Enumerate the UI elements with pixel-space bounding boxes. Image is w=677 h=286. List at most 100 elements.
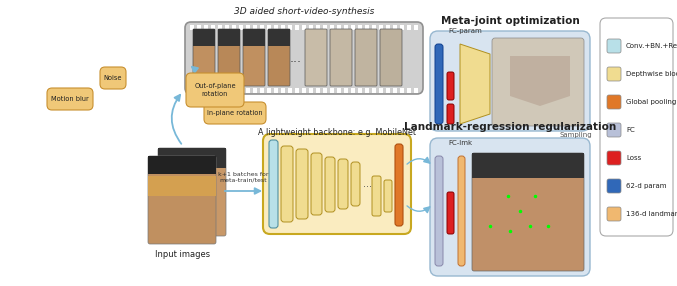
Bar (288, 88, 292, 93)
Bar (281, 88, 285, 93)
Bar (253, 88, 257, 93)
FancyBboxPatch shape (380, 29, 402, 86)
Text: Sampling: Sampling (559, 132, 592, 138)
Bar (358, 88, 362, 93)
FancyBboxPatch shape (472, 153, 584, 271)
Bar (316, 88, 320, 93)
FancyBboxPatch shape (268, 29, 290, 86)
Bar (337, 25, 341, 30)
Bar (281, 25, 285, 30)
FancyBboxPatch shape (430, 31, 590, 131)
Bar (197, 25, 201, 30)
Bar (239, 88, 243, 93)
Bar (407, 25, 411, 30)
Bar (351, 88, 355, 93)
Bar (232, 25, 236, 30)
Bar (337, 88, 341, 93)
FancyBboxPatch shape (351, 162, 360, 206)
FancyBboxPatch shape (305, 29, 327, 86)
Bar (190, 25, 194, 30)
Bar (158, 148, 226, 168)
Text: A lightweight backbone: e.g. MobileNet: A lightweight backbone: e.g. MobileNet (258, 128, 416, 137)
Bar (344, 25, 348, 30)
FancyBboxPatch shape (430, 138, 590, 276)
Bar (400, 25, 404, 30)
FancyBboxPatch shape (193, 29, 215, 86)
Bar (218, 88, 222, 93)
Bar (295, 25, 299, 30)
Bar (268, 29, 290, 46)
Bar (351, 25, 355, 30)
Bar (239, 25, 243, 30)
Text: In-plane rotation: In-plane rotation (207, 110, 263, 116)
Bar (260, 25, 264, 30)
FancyBboxPatch shape (447, 104, 454, 124)
FancyBboxPatch shape (100, 67, 126, 89)
Text: k+1 batches for
meta-train/test: k+1 batches for meta-train/test (218, 172, 268, 183)
Bar (344, 88, 348, 93)
FancyBboxPatch shape (458, 156, 465, 266)
Bar (204, 88, 208, 93)
Bar (309, 25, 313, 30)
FancyBboxPatch shape (330, 29, 352, 86)
Bar (400, 88, 404, 93)
Bar (218, 25, 222, 30)
FancyBboxPatch shape (148, 156, 216, 244)
Bar (330, 25, 334, 30)
Bar (414, 25, 418, 30)
Text: ...: ... (362, 179, 372, 189)
FancyBboxPatch shape (607, 207, 621, 221)
Bar (253, 25, 257, 30)
Text: FC-param: FC-param (448, 28, 482, 34)
Bar (243, 29, 265, 46)
Bar (232, 88, 236, 93)
FancyBboxPatch shape (281, 146, 293, 222)
Bar (365, 88, 369, 93)
Bar (225, 25, 229, 30)
Text: Motion blur: Motion blur (51, 96, 89, 102)
FancyBboxPatch shape (607, 67, 621, 81)
Polygon shape (510, 56, 570, 106)
Bar (267, 88, 271, 93)
FancyBboxPatch shape (296, 149, 308, 219)
Text: Global pooling: Global pooling (626, 99, 676, 105)
FancyBboxPatch shape (186, 73, 244, 107)
Bar (358, 25, 362, 30)
Bar (274, 25, 278, 30)
Bar (407, 88, 411, 93)
Bar (225, 88, 229, 93)
Bar (211, 25, 215, 30)
FancyBboxPatch shape (325, 157, 335, 212)
Bar (323, 25, 327, 30)
Text: Landmark-regression regularization: Landmark-regression regularization (404, 122, 616, 132)
Bar (190, 88, 194, 93)
FancyBboxPatch shape (185, 22, 423, 94)
Bar (260, 88, 264, 93)
FancyBboxPatch shape (269, 140, 278, 228)
FancyBboxPatch shape (607, 151, 621, 165)
Bar (302, 25, 306, 30)
Bar (386, 88, 390, 93)
Text: Depthwise block: Depthwise block (626, 71, 677, 77)
Bar (288, 25, 292, 30)
FancyBboxPatch shape (338, 159, 348, 209)
FancyBboxPatch shape (204, 102, 266, 124)
FancyBboxPatch shape (435, 44, 443, 124)
Text: Meta-joint optimization: Meta-joint optimization (441, 16, 580, 26)
FancyBboxPatch shape (600, 18, 673, 236)
Bar (414, 88, 418, 93)
Bar (386, 25, 390, 30)
Text: 62-d param: 62-d param (626, 183, 666, 189)
FancyBboxPatch shape (607, 123, 621, 137)
FancyBboxPatch shape (447, 192, 454, 234)
Bar (323, 88, 327, 93)
Bar (148, 176, 216, 196)
Bar (246, 25, 250, 30)
Bar (372, 88, 376, 93)
Text: ...: ... (290, 51, 302, 65)
Bar (302, 88, 306, 93)
FancyBboxPatch shape (47, 88, 93, 110)
Text: 136-d landmark: 136-d landmark (626, 211, 677, 217)
Bar (472, 153, 584, 178)
Text: Conv.+BN.+Relu: Conv.+BN.+Relu (626, 43, 677, 49)
